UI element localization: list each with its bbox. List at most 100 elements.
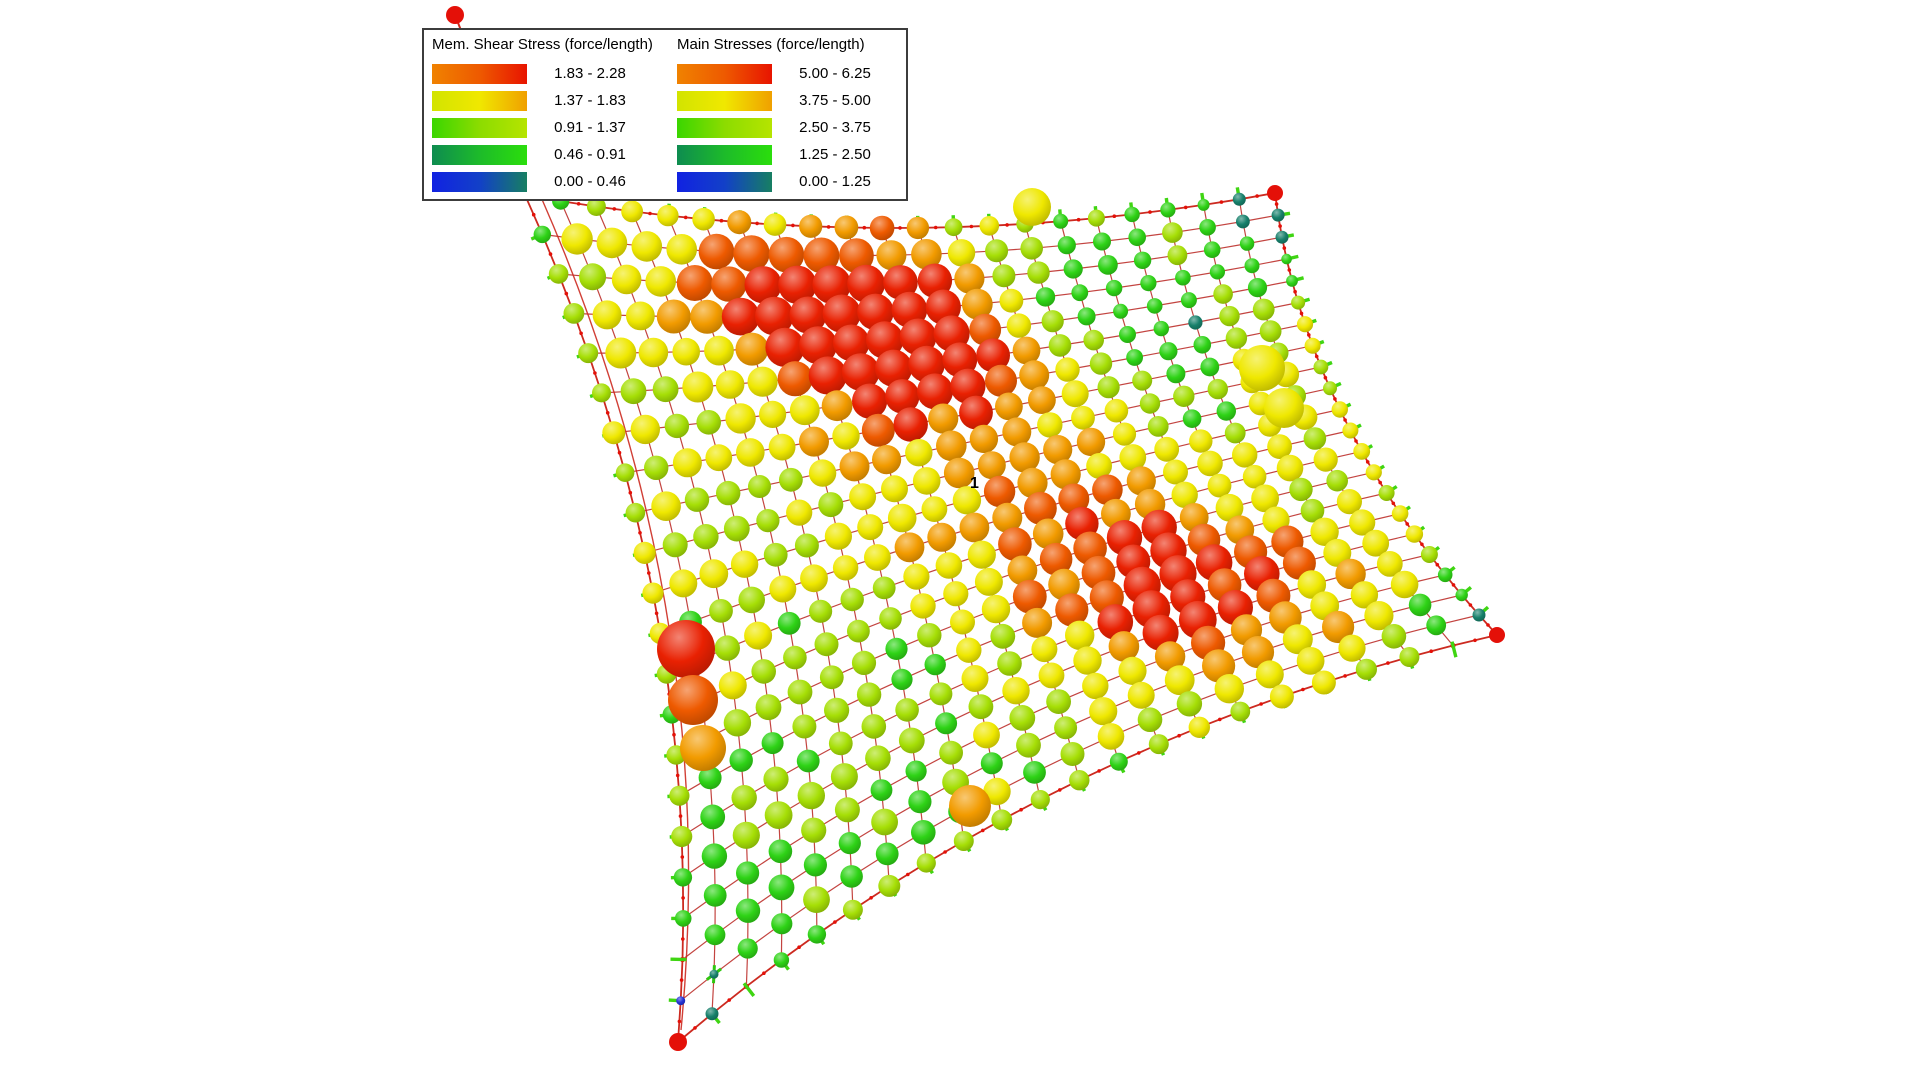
stress-node-sphere: [1189, 429, 1213, 453]
stress-node-sphere: [1058, 483, 1090, 515]
stress-node-sphere: [1173, 385, 1195, 407]
stress-node-sphere: [1163, 459, 1188, 485]
stress-node-sphere: [1009, 442, 1040, 473]
hotspot-sphere: [668, 675, 718, 725]
stress-node-sphere: [1342, 422, 1359, 439]
stress-node-sphere: [1093, 232, 1111, 251]
stress-node-sphere: [893, 407, 928, 442]
stress-node-sphere: [1109, 752, 1128, 771]
stress-node-sphere: [1164, 665, 1195, 696]
stress-node-sphere: [1209, 264, 1225, 280]
stress-node-sphere: [1082, 672, 1109, 700]
stress-node-sphere: [1242, 464, 1267, 489]
stress-node-sphere: [533, 225, 551, 244]
stress-node-sphere: [768, 236, 805, 273]
stress-node-sphere: [773, 952, 790, 968]
low-stress-node: [676, 996, 686, 1006]
stress-node-sphere: [1038, 662, 1065, 689]
stress-node-sphere: [1175, 269, 1191, 286]
stress-node-sphere: [857, 514, 884, 541]
stress-node-sphere: [1289, 477, 1313, 502]
stress-node-sphere: [704, 335, 734, 366]
stress-node-sphere: [1297, 570, 1327, 599]
stress-node-sphere: [1007, 555, 1038, 586]
stress-node-sphere: [1031, 636, 1058, 663]
stress-node-sphere: [1390, 570, 1419, 599]
stress-node-sphere: [809, 599, 833, 623]
stress-node-sphere: [736, 438, 765, 467]
stress-node-sphere: [703, 884, 727, 907]
stress-node-sphere: [1017, 467, 1048, 498]
stress-node-sphere: [631, 231, 663, 262]
legend-panel: Mem. Shear Stress (force/length) 1.83 - 2…: [422, 28, 908, 201]
stress-node-sphere: [1376, 551, 1403, 577]
stress-node-sphere: [698, 766, 722, 790]
stress-node-sphere: [885, 637, 908, 661]
stress-node-sphere: [1060, 742, 1085, 766]
stress-node-sphere: [1019, 360, 1050, 391]
stress-node-sphere: [704, 924, 726, 946]
stress-node-sphere: [1215, 493, 1244, 522]
stress-node-sphere: [768, 874, 795, 901]
stress-node-sphere: [807, 925, 827, 944]
stress-node-sphere: [952, 486, 982, 515]
stress-node-sphere: [1097, 376, 1120, 399]
stress-node-sphere: [736, 861, 760, 885]
stress-node-sphere: [714, 635, 740, 661]
stress-node-sphere: [911, 820, 936, 845]
stress-node-sphere: [935, 552, 963, 579]
stress-node-sphere: [1230, 701, 1251, 722]
stress-node-sphere: [832, 555, 859, 581]
stress-node-sphere: [715, 370, 745, 399]
stress-node-sphere: [869, 215, 895, 241]
stress-node-sphere: [727, 210, 752, 235]
stress-node-sphere: [1037, 412, 1063, 438]
stress-node-sphere: [755, 296, 794, 336]
stress-node-sphere: [917, 623, 942, 648]
stress-node-sphere: [834, 797, 860, 823]
stress-node-sphere: [801, 817, 827, 843]
stress-node-sphere: [664, 413, 690, 439]
stress-node-sphere: [1028, 386, 1056, 414]
stress-node-sphere: [1089, 697, 1118, 726]
stress-node-sphere: [761, 732, 784, 755]
legend-range-label: 2.50 - 3.75: [799, 119, 871, 136]
stress-node-sphere: [723, 709, 752, 737]
boundary-hotspot-spheres: [657, 188, 1304, 827]
stress-node-sphere: [1098, 255, 1118, 275]
stress-node-sphere: [596, 227, 628, 259]
stress-node-sphere: [906, 216, 930, 240]
stress-node-sphere: [1391, 505, 1409, 522]
stress-node-sphere: [917, 373, 953, 410]
stress-node-sphere: [1426, 615, 1447, 636]
stress-node-sphere: [852, 383, 888, 419]
legend-row: 0.91 - 1.37: [432, 117, 653, 138]
stress-node-sphere: [671, 825, 693, 848]
stress-node-sphere: [732, 821, 760, 849]
stress-node-sphere: [840, 865, 863, 888]
stress-node-sphere: [803, 886, 830, 913]
stress-node-sphere: [876, 240, 907, 271]
stress-node-sphere: [744, 621, 773, 650]
legend-swatch: [432, 63, 527, 84]
stress-node-sphere: [1310, 517, 1339, 546]
stress-node-sphere: [586, 197, 606, 216]
stress-node-sphere: [763, 766, 789, 792]
stress-node-sphere: [990, 623, 1016, 649]
legend-range-label: 0.00 - 1.25: [799, 173, 871, 190]
stress-node-sphere: [878, 874, 901, 897]
free-anchor-dot: [446, 6, 464, 24]
stress-node-sphere: [1182, 409, 1202, 429]
stress-node-sphere: [968, 694, 994, 720]
low-stress-node: [1232, 192, 1246, 206]
stress-node-sphere: [1089, 352, 1113, 375]
stress-node-sphere: [1160, 202, 1176, 218]
stress-node-sphere: [803, 237, 840, 274]
stress-node-sphere: [1146, 298, 1163, 314]
stress-node-sphere: [735, 898, 761, 923]
legend-column-main: Main Stresses (force/length) 5.00 - 6.25 3…: [677, 33, 898, 192]
stress-node-sphere: [1057, 236, 1076, 255]
stress-node-sphere: [1083, 329, 1104, 351]
stress-node-sphere: [995, 392, 1023, 421]
